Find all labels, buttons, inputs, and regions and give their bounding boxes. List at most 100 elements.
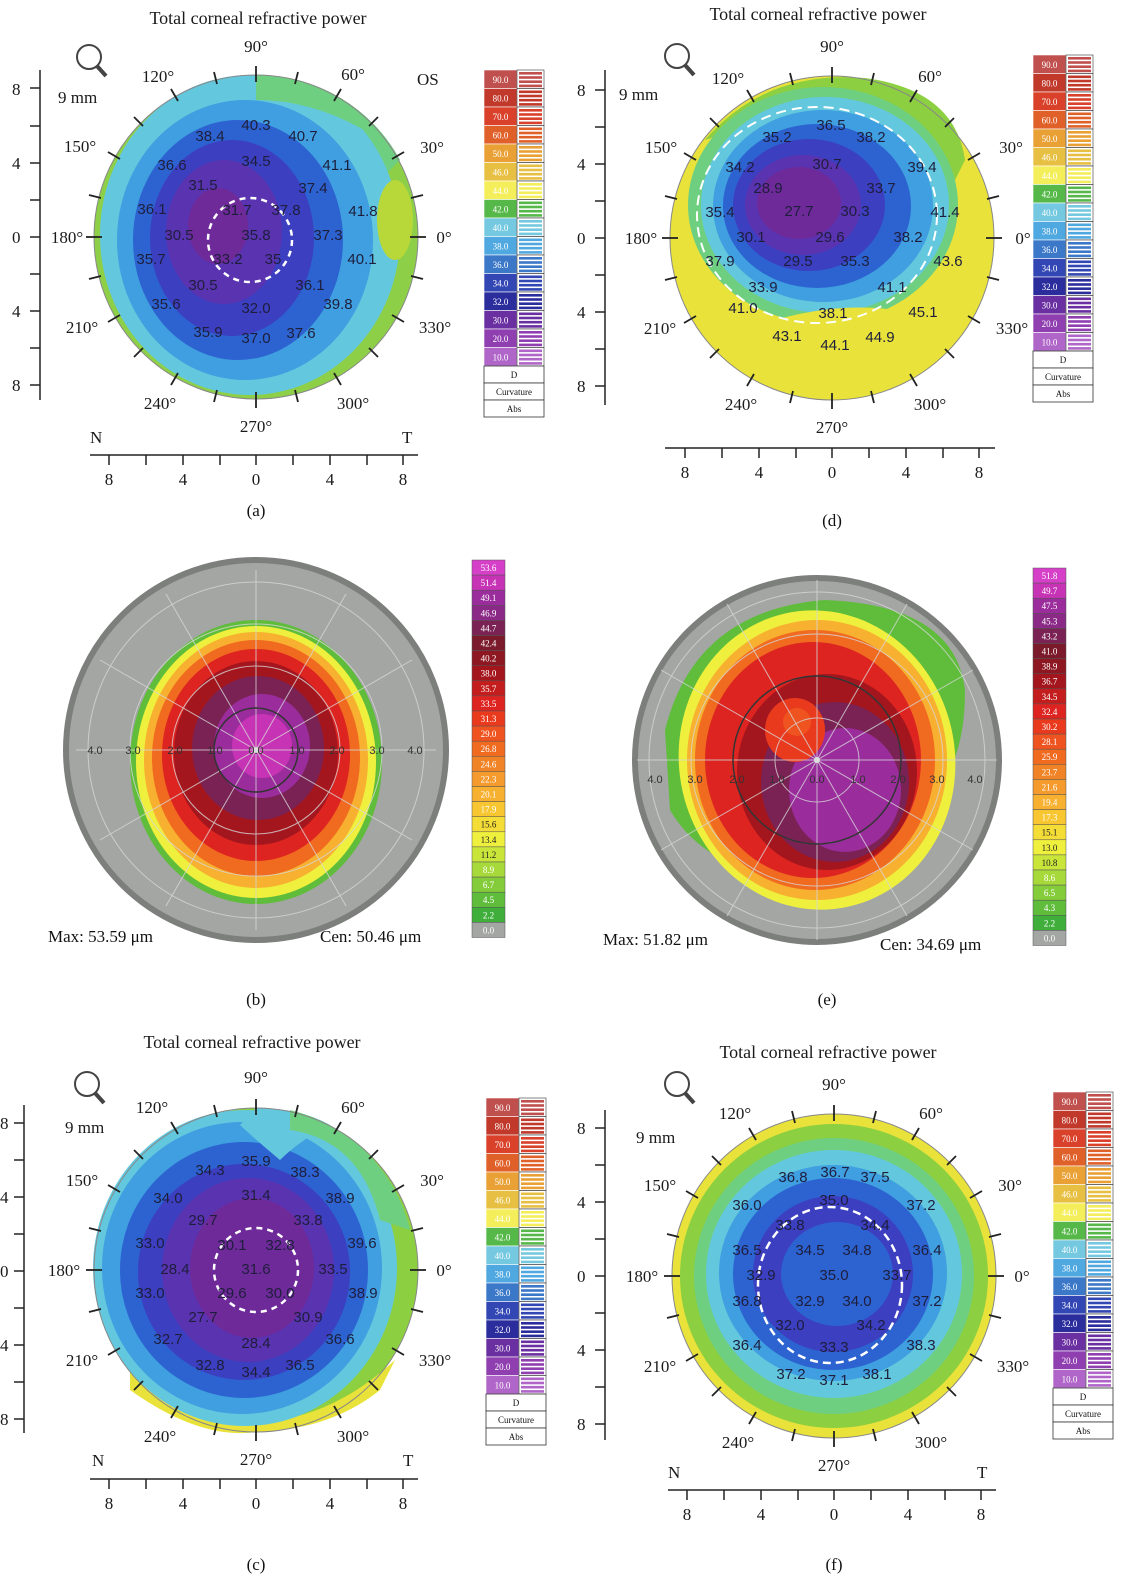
magnifier-icon [74, 1071, 106, 1105]
size-label: 9 mm [636, 1128, 675, 1147]
scale-value: 13.4 [481, 835, 497, 845]
angle-label: 90° [820, 37, 844, 56]
nasal-label: N [90, 428, 102, 447]
angle-label: 240° [144, 1427, 176, 1446]
map-value: 32.9 [746, 1267, 775, 1284]
map-value: 34.5 [241, 153, 270, 170]
scale-stripe [519, 325, 542, 328]
scale-stripe [521, 1248, 544, 1251]
scale-stripe [521, 1322, 544, 1325]
scale-value: 38.0 [1062, 1264, 1078, 1274]
radius-labels: 4.0 3.0 2.0 1.0 0.0 1.0 2.0 3.0 4.0 [647, 774, 982, 786]
scale-value: 25.9 [1042, 752, 1058, 762]
angle-label: 300° [337, 394, 369, 413]
map-value: 40.7 [288, 128, 317, 145]
scale-stripe [1088, 1324, 1111, 1327]
size-label: 9 mm [65, 1118, 104, 1137]
scale-value: 40.0 [1042, 208, 1058, 218]
map-value: 39.6 [347, 1235, 376, 1252]
scale-value: 50.0 [1062, 1171, 1078, 1181]
scale-stripe [1088, 1157, 1111, 1161]
scale-value: 20.0 [495, 1362, 511, 1372]
scale-value: 26.8 [481, 744, 497, 754]
radius-label: 3.0 [125, 745, 140, 757]
angle-label: 210° [644, 319, 676, 338]
angle-ticks [86, 1099, 426, 1441]
panel-d-svg: Total corneal refractive power 9 mm 8 4 … [577, 4, 1094, 530]
scale-stripe [1088, 1094, 1111, 1097]
scale-stripe [1088, 1291, 1111, 1295]
scale-value: 40.2 [481, 654, 497, 664]
map-value: 34.8 [842, 1242, 871, 1259]
curvature-map [671, 1113, 997, 1439]
map-value: 35.2 [762, 129, 791, 146]
scale-value: 80.0 [1042, 79, 1058, 89]
angle-label: 300° [915, 1433, 947, 1452]
axis-tick: 8 [12, 80, 21, 99]
angle-label: 150° [64, 137, 96, 156]
scale-stripe [519, 294, 542, 297]
radius-label: 2.0 [729, 774, 744, 786]
panel-title: Total corneal refractive power [709, 4, 926, 24]
map-value: 30.9 [293, 1309, 322, 1326]
scale-stripe [1088, 1236, 1111, 1239]
color-scale: 90.0 80.0 70.0 60.0 50.0 46.0 44.0 42.0 40.0 38.0… [1032, 54, 1094, 403]
map-value: 27.7 [188, 1309, 217, 1326]
scale-value: 36.0 [493, 260, 509, 270]
scale-stripe [521, 1182, 544, 1185]
scale-value: 15.1 [1042, 828, 1058, 838]
scale-value: 46.0 [495, 1196, 511, 1206]
scale-stripe [519, 214, 542, 217]
scale-stripe [519, 288, 542, 291]
scale-stripe [521, 1326, 544, 1329]
scale-value: 8.9 [483, 865, 495, 875]
map-value: 33.0 [135, 1285, 164, 1302]
scale-value: 29.0 [481, 729, 497, 739]
angle-label: 120° [142, 67, 174, 86]
scale-stripe [519, 209, 542, 213]
scale-stripe [1088, 1149, 1111, 1153]
map-value: 34.3 [195, 1162, 224, 1179]
scale-footer-label: D [513, 1398, 520, 1408]
color-scale: 90.0 80.0 70.0 60.0 50.0 46.0 44.0 42.0 40.0 38.0… [485, 1097, 547, 1446]
angle-label: 270° [240, 1450, 272, 1469]
scale-stripe [1088, 1205, 1111, 1208]
map-value: 32.8 [265, 1237, 294, 1254]
scale-stripe [1068, 190, 1091, 194]
map-value: 43.6 [933, 253, 962, 270]
panel-b-svg: 4.0 3.0 2.0 1.0 0.0 1.0 2.0 3.0 4.0 Max:… [48, 557, 506, 1009]
scale-stripe [1068, 135, 1091, 138]
scale-value: 50.0 [495, 1177, 511, 1187]
scale-value: 80.0 [1062, 1116, 1078, 1126]
scale-value: 30.2 [1042, 722, 1058, 732]
scale-stripe [521, 1131, 544, 1134]
map-value: 30.7 [812, 156, 841, 173]
scale-stripe [1068, 316, 1091, 319]
scale-stripe [521, 1334, 544, 1338]
scale-stripe [1088, 1172, 1111, 1175]
scale-stripe [1068, 199, 1091, 202]
scale-value: 38.0 [493, 242, 509, 252]
scale-stripe [521, 1285, 544, 1288]
scale-stripe [1088, 1139, 1111, 1142]
angle-label: 270° [240, 417, 272, 436]
scale-value: 20.0 [1042, 319, 1058, 329]
scale-stripe [1068, 246, 1091, 249]
map-value: 36.0 [732, 1197, 761, 1214]
scale-stripe [519, 135, 542, 139]
scale-stripe [1088, 1375, 1111, 1379]
scale-stripe [521, 1390, 544, 1393]
scale-stripe [1068, 324, 1091, 327]
map-value: 35.7 [136, 251, 165, 268]
map-value: 32.0 [241, 300, 270, 317]
scale-value: 38.0 [495, 1270, 511, 1280]
scale-stripe [1068, 162, 1091, 165]
scale-stripe [519, 109, 542, 112]
scale-stripe [519, 331, 542, 334]
angle-label: 210° [66, 318, 98, 337]
map-values: 36.8 36.7 37.5 36.0 35.0 37.2 33.8 34.4 … [732, 1164, 941, 1389]
vertical-axis: 8 4 0 4 8 [577, 70, 606, 405]
map-value: 29.5 [783, 253, 812, 270]
map-value: 28.9 [753, 180, 782, 197]
panel-caption: (b) [246, 990, 266, 1009]
